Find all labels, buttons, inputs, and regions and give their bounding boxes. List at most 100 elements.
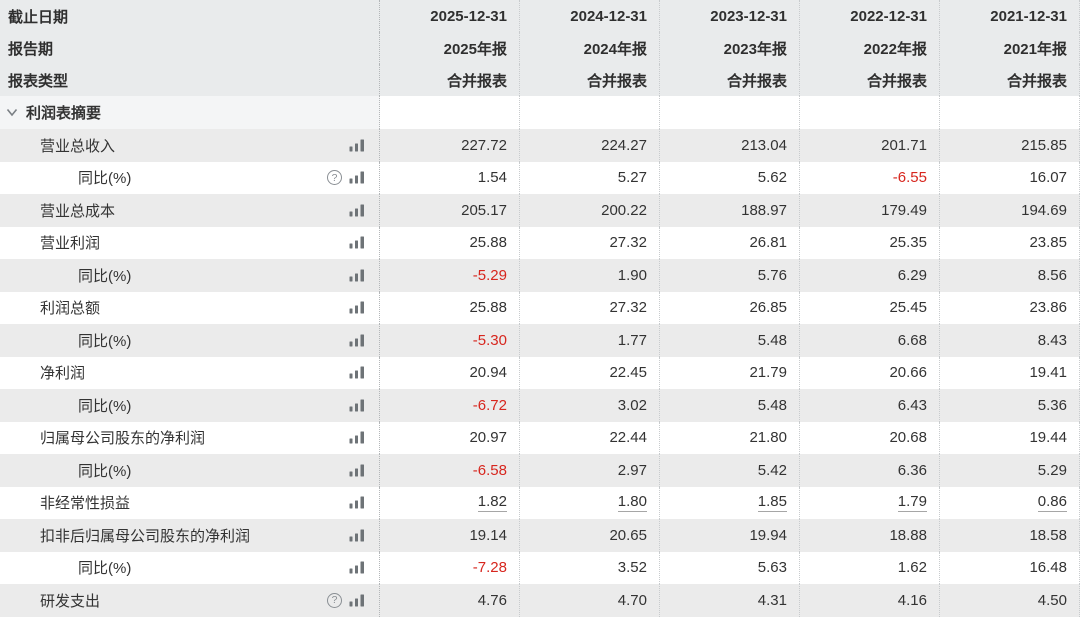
value-cell: 20.68 [800, 421, 940, 454]
bar-chart-icon[interactable] [349, 269, 365, 282]
value-text: 19.94 [749, 526, 787, 544]
header-value-cell: 合并报表 [380, 64, 520, 96]
bar-chart-icon[interactable] [349, 529, 365, 542]
table-row: 利润总额 25.88 27.32 26.85 25.45 23.86 [0, 291, 1080, 324]
value-cell: 1.82 [380, 486, 520, 519]
value-text: -6.58 [472, 461, 507, 479]
value-cell: 188.97 [660, 194, 800, 227]
value-text: 1.85 [757, 493, 787, 513]
value-cell: 18.58 [940, 519, 1080, 552]
value-text: 1.90 [617, 266, 647, 284]
table-row: 同比(%) -5.29 1.90 5.76 6.29 8.56 [0, 259, 1080, 292]
help-icon[interactable]: ? [327, 170, 342, 186]
section-row-income-statement: 利润表摘要 [0, 96, 1080, 129]
row-label-cell: 同比(%) ? [0, 161, 380, 194]
header-value-cell: 2025-12-31 [380, 0, 520, 32]
header-label-report-period: 报告期 [0, 32, 380, 64]
bar-chart-icon[interactable] [349, 561, 365, 574]
row-icons [349, 139, 379, 152]
row-label-cell: 归属母公司股东的净利润 [0, 421, 380, 454]
value-cell: 6.29 [800, 259, 940, 292]
section-header-cell[interactable]: 利润表摘要 [0, 96, 380, 129]
value-cell: 4.50 [940, 584, 1080, 617]
section-title: 利润表摘要 [26, 105, 102, 122]
value-cell: 6.36 [800, 454, 940, 487]
value-cell: 21.79 [660, 356, 800, 389]
value-text: 201.71 [881, 136, 927, 154]
value-text: 194.69 [1021, 201, 1067, 219]
value-text: 3.02 [617, 396, 647, 414]
value-cell: 200.22 [520, 194, 660, 227]
header-label-end-date: 截止日期 [0, 0, 380, 32]
help-icon[interactable]: ? [327, 592, 342, 608]
value-text: 0.86 [1037, 493, 1067, 513]
bar-chart-icon[interactable] [349, 496, 365, 509]
value-text: 215.85 [1021, 136, 1067, 154]
table-row: 同比(%) -7.28 3.52 5.63 1.62 16.48 [0, 551, 1080, 584]
table-row: 研发支出 ? 4.76 4.70 4.31 4.16 4.50 [0, 584, 1080, 617]
bar-chart-icon[interactable] [349, 204, 365, 217]
value-cell: 2.97 [520, 454, 660, 487]
value-text: 213.04 [741, 136, 787, 154]
value-cell: 26.81 [660, 226, 800, 259]
bar-chart-icon[interactable] [349, 334, 365, 347]
value-cell: 5.48 [660, 324, 800, 357]
row-icons [349, 269, 379, 282]
value-text: 4.16 [897, 591, 927, 609]
row-label: 非经常性损益 [40, 495, 131, 513]
value-cell: 1.54 [380, 161, 520, 194]
row-icons [349, 204, 379, 217]
row-icons [349, 431, 379, 444]
value-cell: 26.85 [660, 291, 800, 324]
value-cell: 4.70 [520, 584, 660, 617]
value-text: 5.63 [757, 559, 787, 577]
bar-chart-icon[interactable] [349, 464, 365, 477]
section-empty-cell [520, 96, 660, 129]
bar-chart-icon[interactable] [349, 171, 365, 184]
value-text: 19.44 [1029, 429, 1067, 447]
table-body: 营业总收入 227.72 224.27 213.04 201.71 215.85… [0, 129, 1080, 617]
row-icons [349, 334, 379, 347]
row-label-cell: 非经常性损益 [0, 486, 380, 519]
header-value-cell: 2023-12-31 [660, 0, 800, 32]
row-icons [349, 399, 379, 412]
header-value-cell: 2025年报 [380, 32, 520, 64]
header-row-report-period: 报告期 2025年报 2024年报 2023年报 2022年报 2021年报 [0, 32, 1080, 64]
value-cell: 1.77 [520, 324, 660, 357]
value-text: -6.72 [472, 396, 507, 414]
value-text: 26.85 [749, 299, 787, 317]
bar-chart-icon[interactable] [349, 139, 365, 152]
bar-chart-icon[interactable] [349, 594, 365, 607]
value-text: 20.66 [889, 364, 927, 382]
bar-chart-icon[interactable] [349, 301, 365, 314]
value-cell: 5.42 [660, 454, 800, 487]
section-empty-cell [380, 96, 520, 129]
value-text: 1.62 [897, 559, 927, 577]
row-label: 净利润 [40, 365, 86, 383]
value-cell: 16.48 [940, 551, 1080, 584]
value-text: -7.28 [472, 559, 507, 577]
bar-chart-icon[interactable] [349, 399, 365, 412]
value-cell: 5.29 [940, 454, 1080, 487]
bar-chart-icon[interactable] [349, 366, 365, 379]
value-text: 1.79 [897, 493, 927, 513]
row-label: 同比(%) [78, 397, 132, 415]
value-cell: 1.85 [660, 486, 800, 519]
chevron-down-icon[interactable] [6, 108, 18, 117]
value-cell: 25.88 [380, 226, 520, 259]
value-text: 20.65 [609, 526, 647, 544]
value-text: 8.56 [1037, 266, 1067, 284]
bar-chart-icon[interactable] [349, 236, 365, 249]
value-text: 27.32 [609, 299, 647, 317]
table-row: 同比(%) -6.58 2.97 5.42 6.36 5.29 [0, 454, 1080, 487]
header-value-cell: 2024年报 [520, 32, 660, 64]
bar-chart-icon[interactable] [349, 431, 365, 444]
row-label: 营业总成本 [40, 202, 116, 220]
header-value-cell: 2021-12-31 [940, 0, 1080, 32]
value-text: 5.27 [617, 169, 647, 187]
value-cell: 5.63 [660, 551, 800, 584]
value-cell: 19.41 [940, 356, 1080, 389]
value-text: 3.52 [617, 559, 647, 577]
value-text: 1.54 [477, 169, 507, 187]
